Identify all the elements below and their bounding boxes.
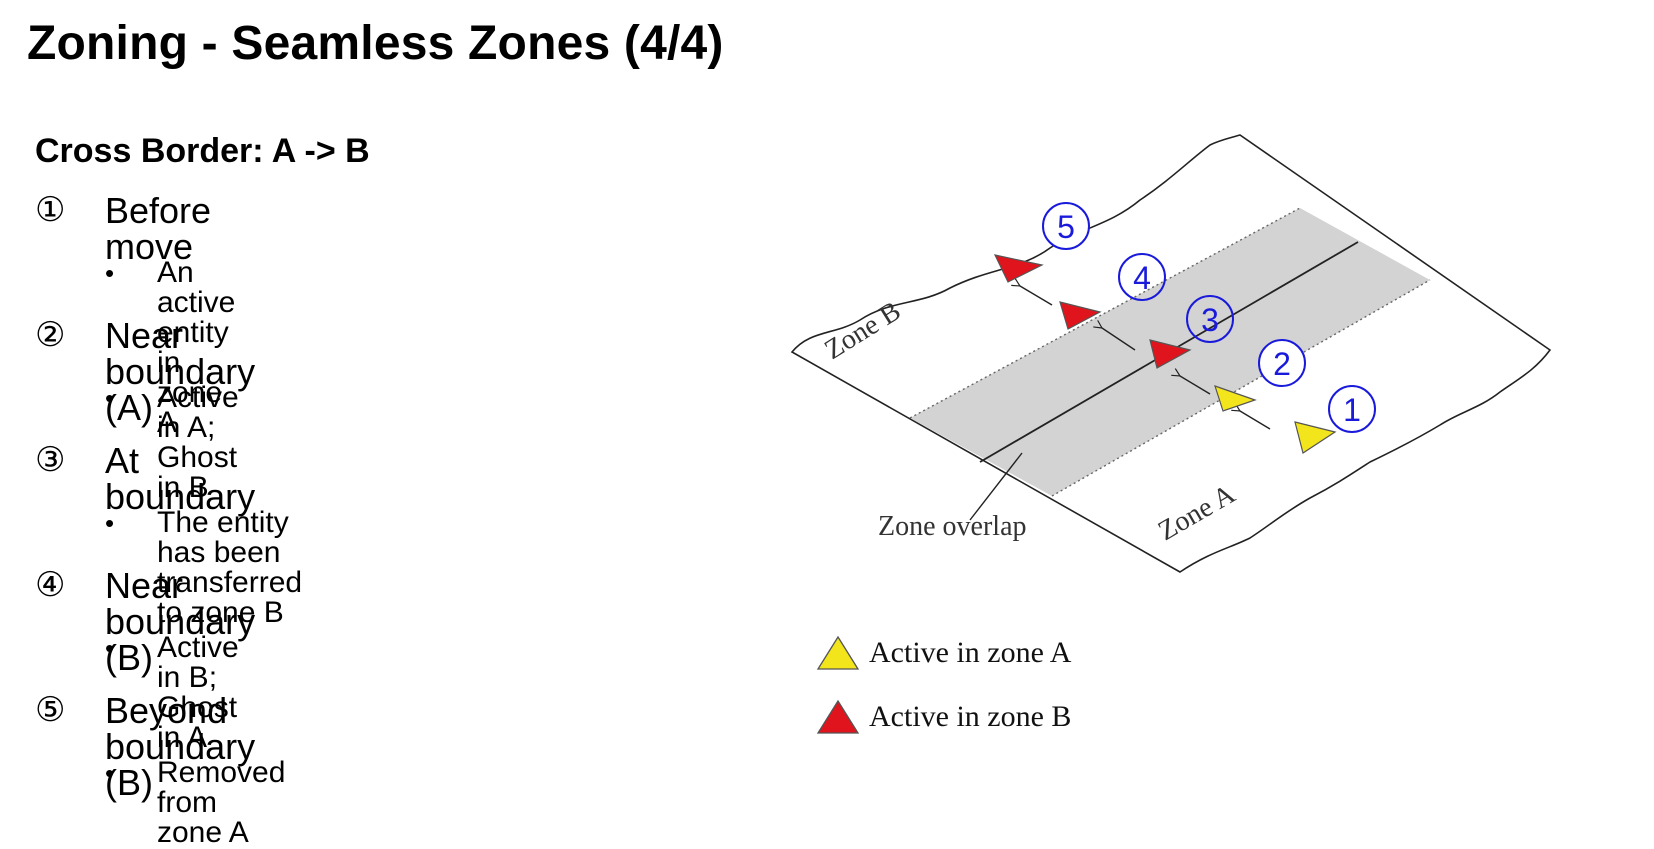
move-arrow-1 bbox=[1240, 411, 1271, 430]
position-marker-3: 3 bbox=[1186, 295, 1234, 343]
step-1-detail: An active entity in zone A bbox=[157, 256, 236, 439]
slide-title: Zoning - Seamless Zones (4/4) bbox=[27, 17, 724, 70]
position-marker-1: 1 bbox=[1328, 385, 1376, 433]
step-4-marker: ④ bbox=[35, 566, 66, 604]
overlap-edge-b bbox=[909, 207, 1301, 419]
entity-position-4 bbox=[1059, 301, 1102, 330]
svg-text:4: 4 bbox=[1133, 260, 1151, 296]
step-2-label: Near boundary (A) bbox=[105, 315, 256, 428]
legend-label-active-a: Active in zone A bbox=[869, 636, 1072, 669]
step-3-marker: ③ bbox=[35, 441, 66, 479]
step-4-bullet: • bbox=[105, 633, 115, 663]
step-5-marker: ⑤ bbox=[35, 691, 66, 729]
move-arrow-2 bbox=[1180, 376, 1211, 395]
svg-text:1: 1 bbox=[1343, 392, 1361, 428]
position-marker-4: 4 bbox=[1118, 253, 1166, 301]
position-marker-2: 2 bbox=[1258, 339, 1306, 387]
step-3-label: At boundary bbox=[105, 440, 256, 517]
step-3-detail: The entity has been transferred to zone … bbox=[157, 506, 303, 629]
step-1-label: Before move bbox=[105, 190, 212, 267]
move-arrow-4 bbox=[1020, 286, 1053, 306]
legend-item-active-a: Active in zone A bbox=[815, 633, 1071, 673]
yellow-triangle-icon bbox=[816, 635, 860, 670]
legend-item-active-b: Active in zone B bbox=[815, 697, 1071, 737]
entity-position-2 bbox=[1214, 385, 1257, 412]
red-triangle-icon bbox=[816, 699, 860, 734]
step-4-detail: Active in B; Ghost in A bbox=[157, 631, 239, 754]
svg-text:2: 2 bbox=[1273, 346, 1291, 382]
zone-crossing-diagram: 1 2 3 4 5 Zone B Zone A Zone overlap bbox=[790, 134, 1552, 573]
overlap-leader-line bbox=[969, 452, 1023, 521]
svg-text:3: 3 bbox=[1201, 302, 1219, 338]
step-2-bullet: • bbox=[105, 383, 115, 413]
step-4-label: Near boundary (B) bbox=[105, 565, 256, 678]
entity-position-3 bbox=[1149, 339, 1192, 369]
step-2-marker: ② bbox=[35, 316, 66, 354]
zone-overlap-label: Zone overlap bbox=[878, 511, 1027, 542]
step-1-bullet: • bbox=[105, 258, 115, 288]
step-5-bullet: • bbox=[105, 758, 115, 788]
step-5-detail: Removed from zone A bbox=[157, 756, 286, 849]
step-1-marker: ① bbox=[35, 191, 66, 229]
entity-position-5 bbox=[993, 254, 1044, 283]
position-marker-5: 5 bbox=[1042, 202, 1090, 250]
move-arrow-3 bbox=[1102, 328, 1136, 351]
entity-position-1 bbox=[1294, 421, 1337, 454]
step-5-label: Beyond boundary (B) bbox=[105, 690, 256, 803]
svg-text:5: 5 bbox=[1057, 209, 1075, 245]
legend-label-active-b: Active in zone B bbox=[869, 700, 1072, 733]
step-2-detail: Active in A; Ghost in B bbox=[157, 381, 239, 504]
section-subtitle: Cross Border: A -> B bbox=[35, 132, 370, 170]
step-3-bullet: • bbox=[105, 508, 115, 538]
